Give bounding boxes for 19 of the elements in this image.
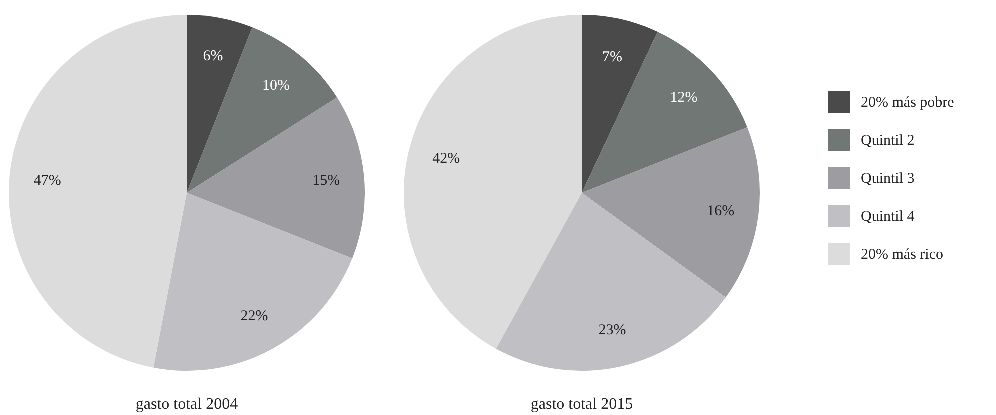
data-label: 6% [203,48,224,64]
legend-label: Quintil 2 [861,133,915,149]
legend-label: 20% más pobre [861,95,955,111]
data-label: 12% [670,90,698,106]
data-label: 10% [262,78,290,94]
data-label: 47% [34,172,62,189]
data-label: 16% [707,204,735,220]
data-label: 15% [312,172,340,189]
legend-label: 20% más rico [861,247,944,263]
pie-slice [582,32,748,193]
legend-label: Quintil 4 [861,209,916,225]
data-label: 7% [602,49,623,66]
pie-slice [582,127,760,298]
pie-slice [582,15,658,193]
pie-slice [404,15,582,349]
data-label: 23% [598,322,626,339]
data-label: 22% [240,308,268,325]
data-label: 42% [432,151,460,168]
legend-label: Quintil 3 [861,171,915,187]
